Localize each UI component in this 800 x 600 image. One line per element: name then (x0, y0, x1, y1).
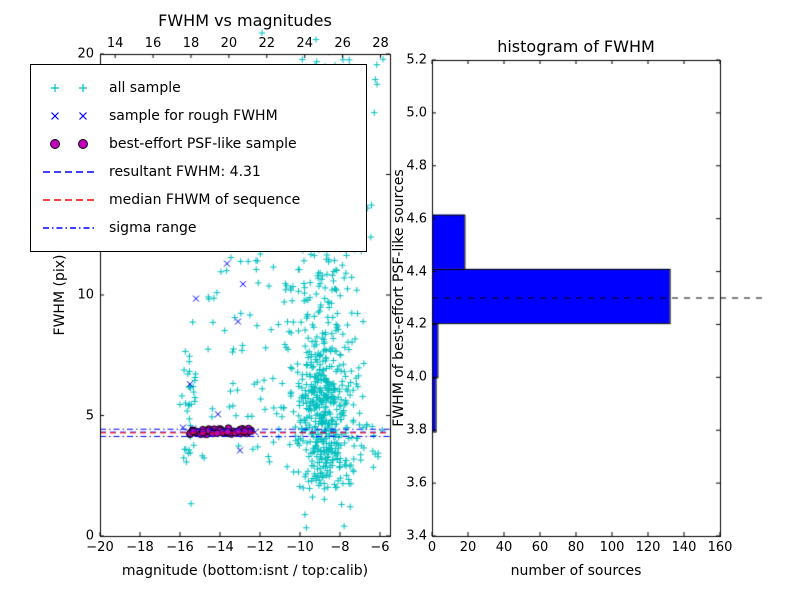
left-plot-ytick-label: 10 (77, 287, 94, 303)
legend-marker-plus-icon (41, 80, 99, 96)
right-plot-ytick-label: 4.0 (406, 369, 427, 385)
legend-item-label: resultant FWHM: 4.31 (109, 164, 261, 180)
left-plot-ytick-label: 20 (77, 46, 94, 62)
right-plot-ylabel: FWHM of best-effort PSF-like sources (391, 169, 407, 427)
legend-marker-dashdot-icon (41, 220, 99, 236)
left-plot-xtick-label: −18 (126, 540, 154, 555)
left-plot-top-tick-label: 24 (296, 36, 313, 51)
right-plot-xtick-label: 100 (599, 540, 625, 555)
legend-item-1: sample for rough FWHM (41, 108, 362, 124)
left-plot-xtick-label: −16 (166, 540, 194, 555)
left-plot-ytick-label: 5 (85, 408, 94, 423)
legend-item-3: resultant FWHM: 4.31 (41, 164, 362, 180)
legend-marker-dashed-icon (41, 164, 99, 180)
left-plot-ylabel: FWHM (pix) (52, 254, 68, 336)
legend-item-label: best-effort PSF-like sample (109, 136, 297, 152)
left-plot-ytick-label: 0 (85, 528, 94, 544)
right-plot-ytick-label: 3.6 (406, 475, 427, 491)
left-plot-top-tick-label: 28 (372, 36, 389, 51)
left-plot-top-tick-label: 20 (220, 36, 238, 51)
right-plot-xtick-label: 60 (531, 540, 549, 555)
right-plot-xtick-label: 140 (671, 540, 697, 555)
left-plot-top-tick-label: 14 (106, 36, 124, 51)
right-plot-ytick-label: 3.4 (406, 528, 427, 544)
left-plot-xtick-label: −10 (286, 540, 314, 555)
left-plot-top-tick-label: 16 (144, 36, 162, 51)
legend-item-label: all sample (109, 80, 181, 96)
left-plot-xtick-label: −12 (246, 540, 274, 555)
right-plot-xtick-label: 120 (635, 540, 661, 555)
right-plot-ytick-label: 4.2 (406, 316, 427, 332)
right-plot-ytick-label: 4.4 (406, 264, 427, 280)
left-plot-xtick-label: −14 (206, 540, 234, 555)
right-plot-ytick-label: 3.8 (406, 422, 427, 438)
right-plot-ytick-label: 4.8 (406, 158, 427, 174)
right-plot-xlabel: number of sources (510, 563, 642, 579)
left-plot-title: FWHM vs magnitudes (158, 11, 332, 30)
legend-marker-cross-icon (41, 108, 99, 124)
left-plot-xtick-label: −20 (86, 540, 114, 555)
right-plot-ytick-label: 5.0 (406, 105, 427, 121)
legend-item-5: sigma range (41, 220, 362, 236)
right-plot-xtick-label: 160 (707, 540, 733, 555)
legend-marker-circle-icon (41, 136, 99, 152)
legend-item-2: best-effort PSF-like sample (41, 136, 362, 152)
left-plot-top-tick-label: 22 (258, 36, 276, 51)
legend-item-4: median FHWM of sequence (41, 192, 362, 208)
right-plot-title: histogram of FWHM (497, 37, 655, 56)
right-plot-ytick-label: 5.2 (406, 52, 427, 68)
right-plot-xtick-label: 80 (567, 540, 585, 555)
legend-marker-dashed-icon (41, 192, 99, 208)
legend-item-label: sample for rough FWHM (109, 108, 278, 124)
legend-item-label: sigma range (109, 220, 197, 236)
left-plot-top-tick-label: 26 (334, 36, 351, 51)
right-plot-xtick-label: 20 (459, 540, 477, 555)
right-plot-xtick-label: 0 (427, 540, 437, 555)
legend-item-label: median FHWM of sequence (109, 192, 301, 208)
legend: all sample sample for rough FWHM best-effo… (30, 64, 367, 252)
left-plot-xtick-label: −6 (370, 540, 390, 555)
left-plot-xtick-label: −8 (330, 540, 350, 555)
legend-item-0: all sample (41, 80, 362, 96)
right-plot-xtick-label: 40 (495, 540, 513, 555)
left-plot-top-tick-label: 18 (182, 36, 200, 51)
right-plot-ytick-label: 4.6 (406, 211, 427, 227)
left-plot-xlabel: magnitude (bottom:isnt / top:calib) (121, 563, 369, 579)
